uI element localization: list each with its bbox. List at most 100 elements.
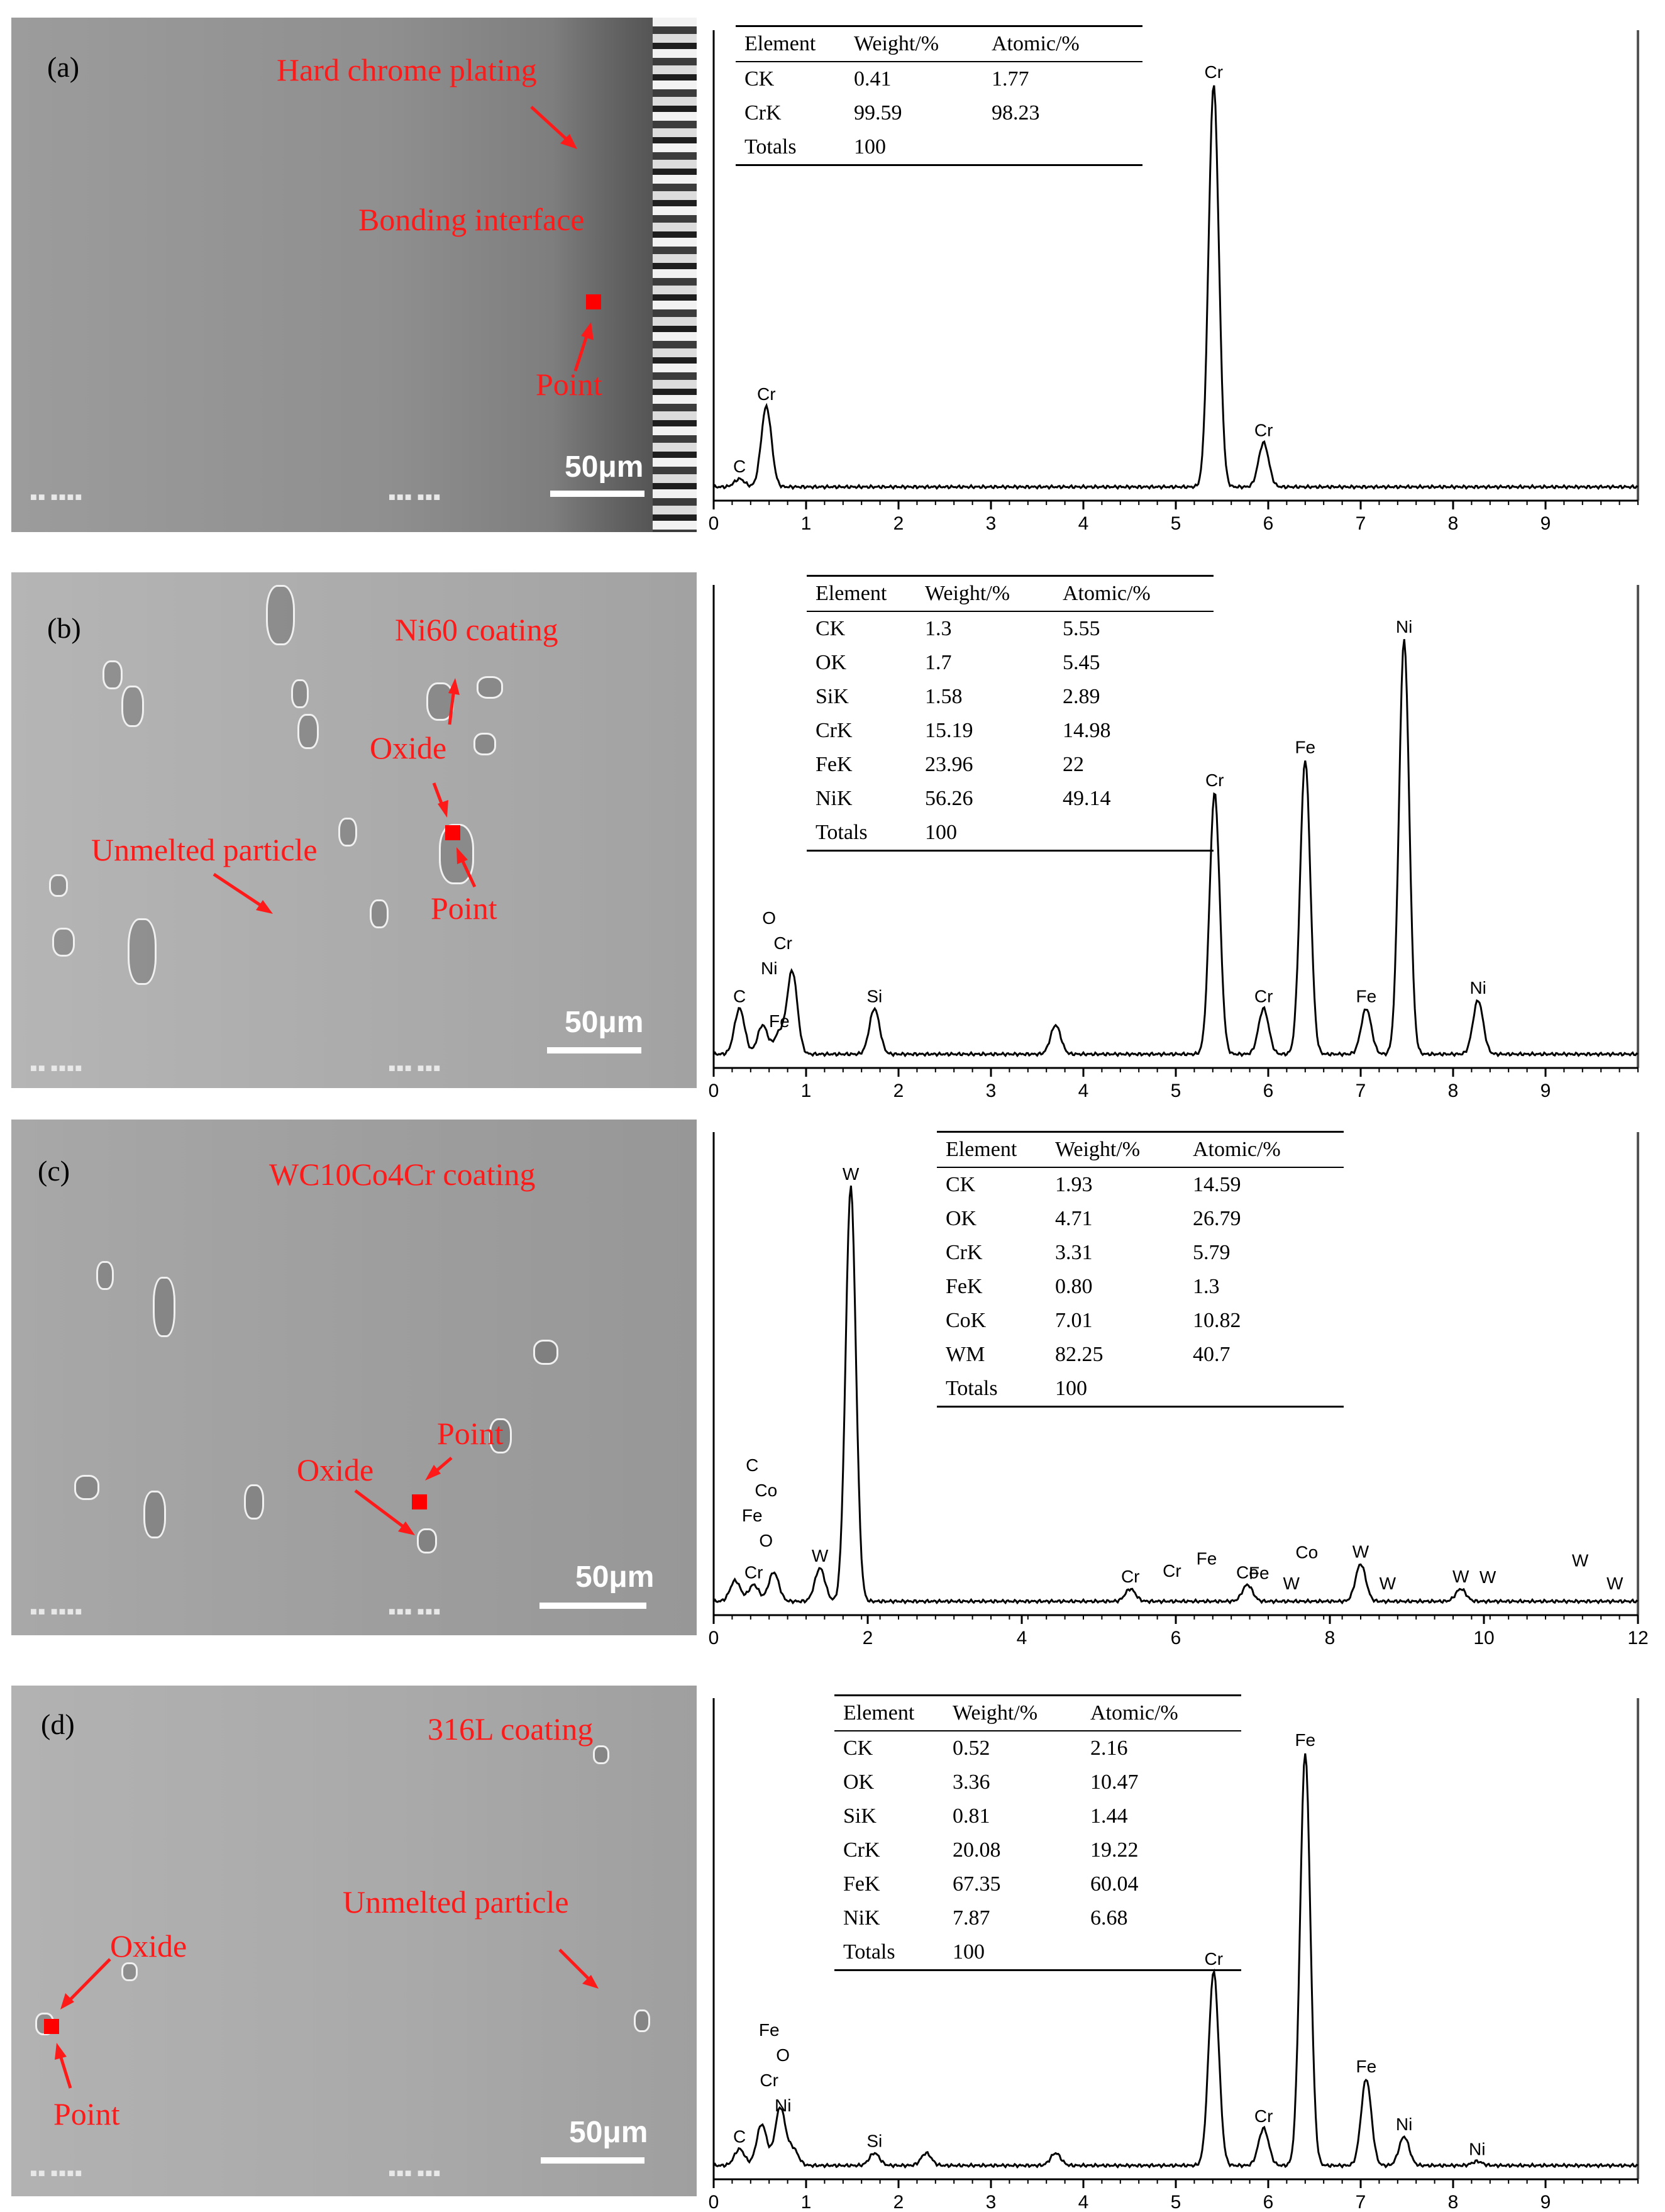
table-row: Totals 100 xyxy=(834,1935,1241,1970)
sem-footer-marks: ■■■ ■■■ xyxy=(389,2167,442,2179)
peak-label: Cr xyxy=(757,384,776,404)
peak-label: W xyxy=(1283,1574,1300,1593)
cell: CrK xyxy=(744,101,782,125)
table-row: SiK 1.58 2.89 xyxy=(807,680,1214,714)
x-tick-label: 0 xyxy=(709,1628,719,1648)
particle-speck xyxy=(96,1261,114,1290)
peak-label: W xyxy=(843,1164,860,1184)
arrows-a xyxy=(530,106,594,372)
panel-d: ■■ ■■■■ ■■■ ■■■ (d) 316L coating Unmelte… xyxy=(0,1673,1665,2212)
arrows-c xyxy=(354,1457,453,1535)
cell: 1.3 xyxy=(925,617,952,640)
annotation-bonding-interface: Bonding interface xyxy=(358,202,585,237)
cell: 23.96 xyxy=(925,753,973,776)
eds-spectrum-c: 0 2 4 6 8 10 12 Cr W W Cr Co W W Cr Fe Fe W Co W W W W C Co Fe O E… xyxy=(695,1120,1651,1648)
peak-label: Ni xyxy=(1469,2139,1485,2159)
cell: 5.45 xyxy=(1063,651,1100,674)
scale-bar xyxy=(541,2157,644,2164)
x-tick-label: 3 xyxy=(986,513,997,533)
cell: 67.35 xyxy=(953,1872,1001,1896)
arrows-b xyxy=(213,678,477,914)
table-row: FeK 67.35 60.04 xyxy=(834,1867,1241,1901)
x-tick-label: 8 xyxy=(1448,513,1459,533)
peak-label: W xyxy=(1352,1542,1369,1562)
peak-label: W xyxy=(1452,1567,1469,1586)
cell: 5.79 xyxy=(1193,1241,1231,1264)
analysis-point-marker xyxy=(44,2019,59,2034)
cell: OK xyxy=(843,1770,875,1794)
particle-speck xyxy=(417,1528,437,1553)
cell: 10.82 xyxy=(1193,1309,1241,1332)
particle-speck xyxy=(153,1277,175,1337)
cell: 40.7 xyxy=(1193,1343,1231,1366)
peak-label: Fe xyxy=(1356,986,1376,1006)
table-row: FeK 0.80 1.3 xyxy=(937,1270,1344,1304)
col-header: Atomic/% xyxy=(1081,1695,1241,1731)
peak-label: Fe xyxy=(769,1011,790,1031)
cell: SiK xyxy=(843,1804,877,1828)
cell: Totals xyxy=(843,1940,895,1964)
peak-label: Ni xyxy=(1469,978,1486,998)
cell: 1.93 xyxy=(1055,1173,1093,1196)
analysis-point-marker xyxy=(445,825,460,840)
col-header: Atomic/% xyxy=(1054,575,1214,612)
peak-label: Co xyxy=(755,1481,777,1500)
cell: 1.44 xyxy=(1090,1804,1128,1828)
interface-shading xyxy=(552,18,653,532)
cell: 49.14 xyxy=(1063,787,1111,810)
composition-table-c: Element Weight/% Atomic/% CK 1.93 14.59 OK… xyxy=(937,1131,1344,1408)
particle-speck xyxy=(121,1962,138,1981)
cell: 60.04 xyxy=(1090,1872,1139,1896)
x-tick-label: 8 xyxy=(1448,1081,1459,1101)
spectrum-line xyxy=(712,1186,1639,1605)
spectrum-line xyxy=(712,639,1639,1058)
x-tick-label: 1 xyxy=(801,513,812,533)
col-header: Atomic/% xyxy=(1184,1131,1344,1168)
peak-label: C xyxy=(733,986,746,1006)
cell: 6.68 xyxy=(1090,1906,1128,1930)
cell: 100 xyxy=(1055,1377,1087,1400)
cell: 0.80 xyxy=(1055,1275,1093,1298)
cell: 100 xyxy=(925,821,957,844)
cell: 1.58 xyxy=(925,685,963,708)
plating-edge xyxy=(653,18,697,532)
annotation-point: Point xyxy=(53,2096,120,2131)
annotation-point: Point xyxy=(437,1416,504,1451)
particle-speck xyxy=(297,714,319,749)
x-tick-label: 1 xyxy=(801,1081,812,1101)
cell: 20.08 xyxy=(953,1838,1001,1862)
peak-label: C xyxy=(733,457,746,476)
particle-speck xyxy=(338,818,357,847)
peak-label: Si xyxy=(866,986,882,1006)
cell: CK xyxy=(816,617,846,640)
sem-footer-marks: ■■ ■■■■ xyxy=(30,2167,84,2179)
peak-label: Fe xyxy=(1295,737,1315,757)
peak-label: W xyxy=(812,1546,829,1565)
col-header: Weight/% xyxy=(1046,1131,1184,1168)
x-tick-label: 5 xyxy=(1171,2192,1181,2212)
arrows-d xyxy=(55,1948,599,2089)
peak-label: Cr xyxy=(773,933,792,953)
peak-label: Cr xyxy=(1204,1949,1223,1969)
annotation-hard-chrome: Hard chrome plating xyxy=(277,52,537,87)
particle-speck xyxy=(489,1418,512,1453)
composition-table-b: Element Weight/% Atomic/% CK 1.3 5.55 OK 1.… xyxy=(807,575,1214,852)
table-row: SiK 0.81 1.44 xyxy=(834,1799,1241,1833)
cell: 7.87 xyxy=(953,1906,990,1930)
cell: 1.3 xyxy=(1193,1275,1220,1298)
annotation-point: Point xyxy=(431,891,497,926)
cell: CK xyxy=(744,67,775,91)
x-tick-label: 6 xyxy=(1171,1628,1181,1648)
eds-spectrum-b: 0 1 2 3 4 5 6 7 8 9 C Fe Si Cr Cr Fe Fe Ni Ni O Cr Ni Element… xyxy=(695,572,1651,1101)
particle-speck xyxy=(266,585,295,645)
cell: Totals xyxy=(946,1377,998,1400)
annotation-point: Point xyxy=(536,367,602,402)
col-header: Element xyxy=(937,1131,1046,1168)
panel-label-c: (c) xyxy=(38,1155,70,1187)
cell: CrK xyxy=(816,719,853,742)
cell: 99.59 xyxy=(854,101,902,125)
cell: 0.81 xyxy=(953,1804,990,1828)
x-tick-label: 6 xyxy=(1263,1081,1274,1101)
table-row: NiK 7.87 6.68 xyxy=(834,1901,1241,1935)
scale-label: 50μm xyxy=(575,1560,655,1594)
